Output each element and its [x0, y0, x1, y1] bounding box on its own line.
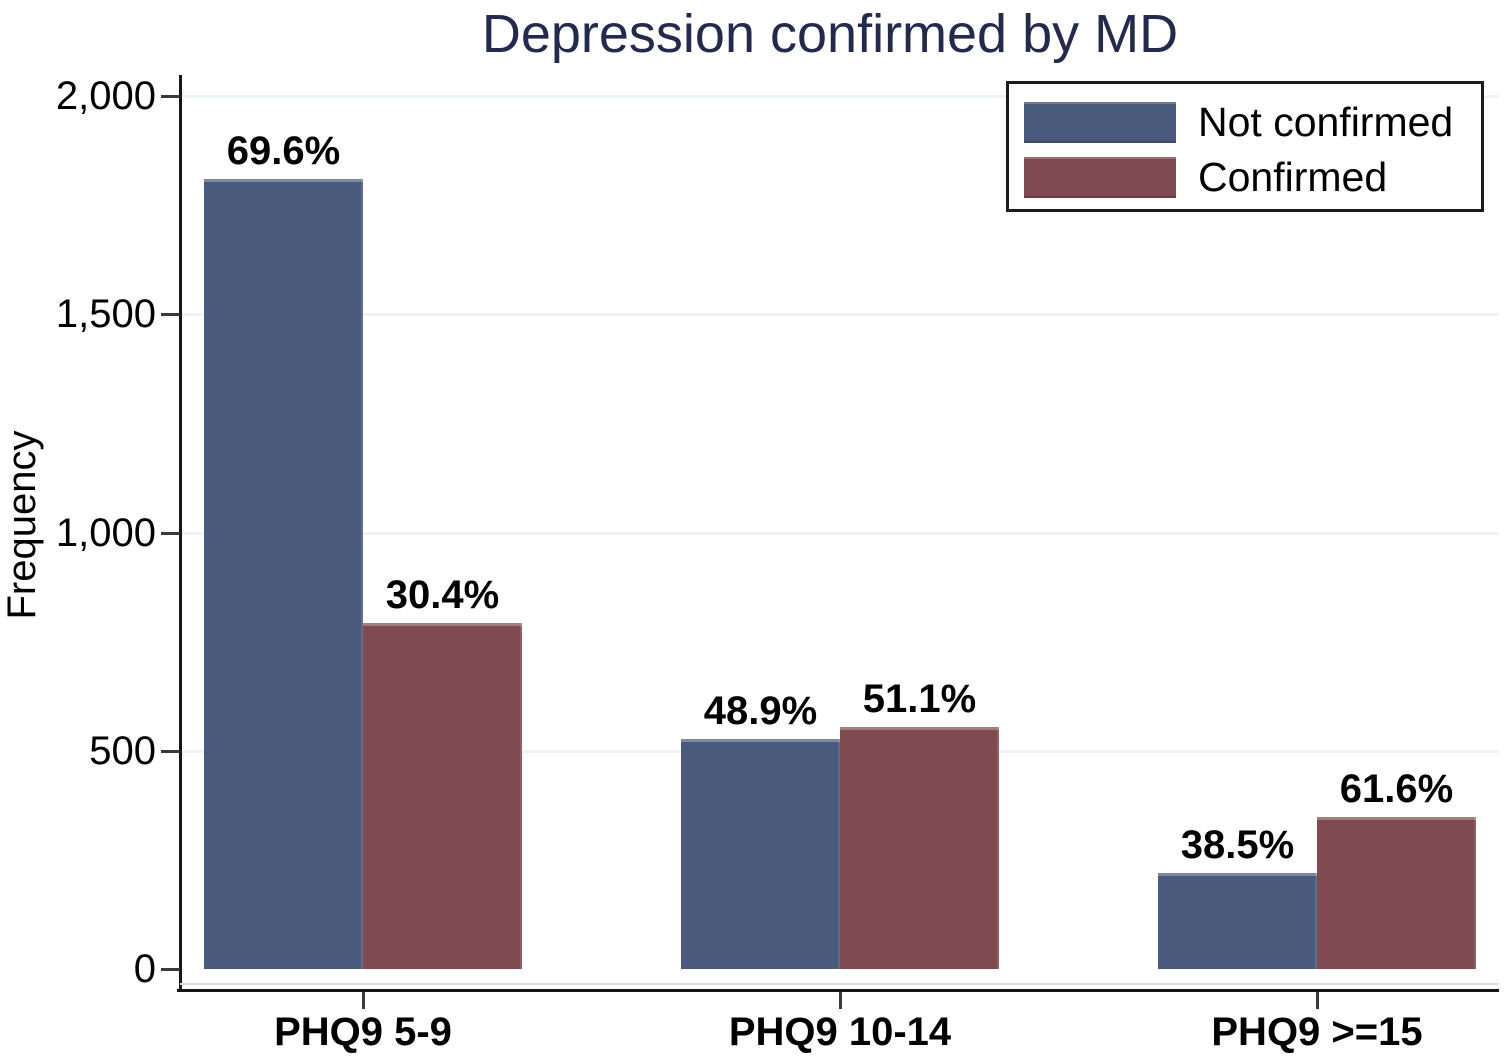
y-tick-500 [161, 750, 180, 753]
x-category-label-phq9-15: PHQ9 >=15 [1211, 1010, 1423, 1054]
x-tick-phq9-5-9 [362, 992, 365, 1009]
x-category-label-phq9-5-9: PHQ9 5-9 [274, 1010, 452, 1054]
legend-swatch-confirmed [1024, 156, 1176, 198]
gridline-1000 [182, 532, 1499, 535]
legend-row-confirmed: Confirmed [1024, 153, 1388, 200]
bar-confirmed-phq9-15 [1317, 817, 1476, 969]
x-category-label-phq9-10-14: PHQ9 10-14 [728, 1010, 952, 1054]
bar-label-not-confirmed-phq9-5-9: 69.6% [226, 129, 341, 173]
y-tick-0 [161, 968, 180, 971]
y-tick-label-2000: 2,000 [55, 74, 156, 118]
bar-not-confirmed-phq9-10-14 [681, 739, 840, 969]
y-tick-1500 [161, 313, 180, 316]
chart-title: Depression confirmed by MD [481, 4, 1179, 64]
legend-label-not-confirmed: Not confirmed [1198, 98, 1454, 145]
bar-not-confirmed-phq9-5-9 [204, 179, 363, 969]
bar-label-confirmed-phq9-10-14: 51.1% [862, 677, 977, 721]
y-tick-label-1000: 1,000 [55, 511, 156, 555]
legend: Not confirmed Confirmed [1006, 81, 1484, 212]
legend-label-confirmed: Confirmed [1198, 153, 1388, 200]
gridline-1500 [182, 313, 1499, 316]
x-axis-line [177, 989, 1499, 992]
y-tick-label-1500: 1,500 [55, 292, 156, 336]
bar-confirmed-phq9-5-9 [363, 623, 522, 969]
legend-swatch-not-confirmed [1024, 101, 1176, 143]
y-tick-1000 [161, 532, 180, 535]
bar-confirmed-phq9-10-14 [840, 727, 999, 969]
y-axis-line [179, 75, 182, 992]
gridline-2000 [182, 95, 1499, 98]
bar-label-confirmed-phq9-15: 61.6% [1339, 767, 1454, 811]
x-axis-shadow-line [180, 983, 1499, 985]
legend-row-not-confirmed: Not confirmed [1024, 98, 1454, 145]
y-tick-2000 [161, 95, 180, 98]
bar-label-not-confirmed-phq9-10-14: 48.9% [703, 689, 818, 733]
bar-label-not-confirmed-phq9-15: 38.5% [1180, 823, 1295, 867]
x-tick-phq9-10-14 [839, 992, 842, 1009]
y-tick-label-0: 0 [133, 947, 156, 991]
bar-label-confirmed-phq9-5-9: 30.4% [385, 573, 500, 617]
y-tick-label-500: 500 [89, 729, 156, 773]
x-tick-phq9-15 [1316, 992, 1319, 1009]
bar-not-confirmed-phq9-15 [1158, 873, 1317, 969]
